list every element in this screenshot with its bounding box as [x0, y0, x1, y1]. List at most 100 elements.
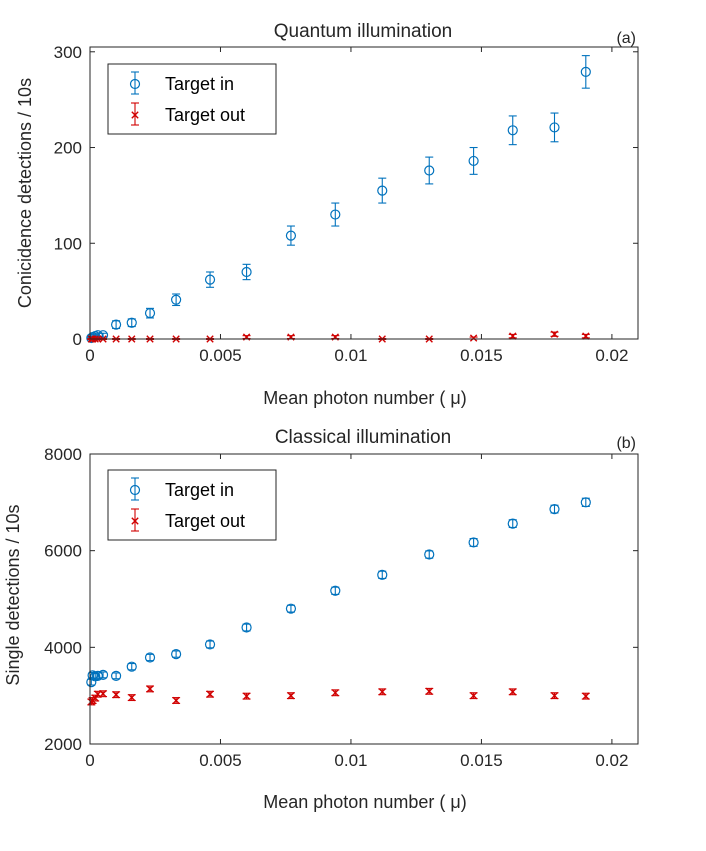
point-target-in-b-10 — [241, 622, 252, 633]
legend-marker-target-out-b — [131, 508, 139, 532]
x-tick-label-b-1: 0.005 — [199, 751, 242, 770]
legend-icon-mark-a-1 — [131, 111, 139, 119]
point-target-in-b-11 — [285, 603, 297, 614]
chart-title-b: Classical illumination — [275, 427, 451, 448]
legend-label-target-out-b: Target out — [165, 511, 245, 531]
point-target-out-b-15 — [469, 691, 478, 700]
point-target-in-b-14 — [424, 549, 435, 560]
y-tick-label-a-3: 300 — [54, 43, 82, 62]
errorbar-target-in-b-6 — [127, 662, 136, 671]
point-target-out-b-8 — [172, 696, 180, 705]
x-tick-label-a-0: 0 — [85, 346, 94, 365]
errorbar-target-in-a-5 — [112, 320, 121, 330]
errorbar-target-in-b-13 — [378, 570, 387, 580]
point-target-in-a-17 — [549, 122, 560, 133]
point-target-out-b-10 — [242, 692, 251, 700]
point-target-in-b-9 — [204, 639, 216, 650]
panel-label-b: (b) — [616, 435, 636, 452]
y-tick-label-b-0: 2000 — [44, 735, 82, 754]
point-target-in-a-6 — [126, 317, 137, 328]
point-target-in-a-9 — [204, 274, 216, 285]
errorbar-target-in-b-14 — [425, 550, 434, 559]
legend-box-a — [107, 63, 277, 135]
errorbar-target-in-b-15 — [469, 538, 478, 547]
point-target-out-b-6 — [128, 693, 136, 702]
point-target-out-b-7 — [146, 685, 154, 693]
errorbar-target-in-a-18 — [581, 55, 590, 89]
point-target-in-b-6 — [126, 661, 137, 672]
legend-icon-mark-a-0 — [129, 78, 141, 90]
y-tick-label-b-3: 8000 — [44, 445, 82, 464]
point-target-in-a-5 — [110, 319, 122, 330]
point-target-in-b-3 — [92, 670, 103, 681]
legend-label-target-in-b: Target in — [165, 480, 234, 500]
point-target-in-a-11 — [285, 230, 297, 241]
x-tick-label-b-0: 0 — [85, 751, 94, 770]
chart-quantum-illumination: Quantum illumination (a) Conicidence det… — [15, 21, 639, 408]
point-target-in-a-18 — [580, 66, 591, 77]
point-target-out-a-15 — [469, 334, 478, 342]
errorbar-target-in-b-9 — [206, 640, 215, 649]
point-target-out-b-13 — [378, 688, 386, 696]
point-target-in-b-17 — [549, 504, 560, 515]
point-target-out-b-17 — [550, 691, 559, 700]
errorbar-target-in-a-13 — [378, 177, 387, 204]
errorbar-target-in-b-16 — [508, 519, 517, 529]
legend-icon-mark-b-0 — [129, 484, 141, 496]
point-target-in-a-12 — [330, 209, 341, 220]
point-target-out-b-11 — [287, 691, 295, 700]
y-tick-label-a-1: 100 — [54, 234, 82, 253]
x-axis-label-b: Mean photon number ( μ) — [263, 792, 466, 812]
legend-label-target-out-a: Target out — [165, 105, 245, 125]
point-target-in-b-13 — [377, 569, 388, 580]
point-target-out-a-17 — [550, 330, 559, 338]
errorbar-target-in-b-11 — [286, 604, 295, 613]
x-tick-label-a-3: 0.015 — [460, 346, 503, 365]
errorbar-target-in-b-10 — [242, 623, 251, 632]
errorbar-target-in-a-8 — [172, 293, 181, 307]
point-target-in-b-7 — [144, 652, 156, 663]
point-target-out-b-9 — [206, 690, 214, 698]
point-target-out-b-5 — [112, 691, 120, 699]
errorbar-target-in-b-5 — [112, 672, 121, 680]
chart-title-a: Quantum illumination — [274, 21, 452, 42]
y-tick-label-b-2: 6000 — [44, 542, 82, 561]
errorbar-target-in-a-12 — [331, 202, 340, 227]
point-target-in-a-8 — [171, 294, 182, 305]
legend-label-target-in-a: Target in — [165, 74, 234, 94]
legend-marker-target-in-a — [129, 71, 141, 95]
point-target-in-a-7 — [144, 308, 156, 319]
point-target-in-a-16 — [507, 125, 518, 136]
point-target-out-b-12 — [331, 689, 339, 697]
x-tick-label-b-4: 0.02 — [595, 751, 628, 770]
point-target-in-b-5 — [110, 670, 122, 681]
y-tick-label-a-2: 200 — [54, 139, 82, 158]
errorbar-target-in-a-6 — [127, 318, 136, 328]
point-target-out-b-14 — [425, 687, 433, 696]
point-target-out-a-16 — [509, 332, 517, 340]
legend-box-b — [107, 469, 277, 541]
x-tick-label-a-2: 0.01 — [334, 346, 367, 365]
x-tick-label-a-1: 0.005 — [199, 346, 242, 365]
errorbar-target-in-a-16 — [508, 115, 517, 146]
plot-frame-a — [89, 46, 639, 340]
errorbar-target-in-a-17 — [550, 112, 559, 143]
point-target-in-a-10 — [241, 266, 252, 278]
errorbar-target-in-b-17 — [550, 504, 559, 514]
legend-marker-target-out-a — [131, 102, 139, 126]
ticks-a: 0 0.005 0.01 0.015 0.02 0 100 200 300 — [54, 43, 638, 365]
y-axis-label-a: Conicidence detections / 10s — [15, 78, 35, 308]
errorbar-target-in-b-12 — [331, 586, 340, 595]
chart-classical-illumination: Classical illumination (b) Single detect… — [3, 427, 639, 812]
point-target-in-b-16 — [507, 518, 518, 529]
ticks-b: 0 0.005 0.01 0.015 0.02 2000 4000 6000 8000 — [44, 445, 638, 770]
errorbar-target-in-a-14 — [425, 156, 434, 185]
point-target-in-b-18 — [580, 497, 591, 508]
point-target-in-a-13 — [377, 185, 388, 196]
point-target-in-a-14 — [424, 165, 435, 176]
errorbar-target-in-a-11 — [286, 225, 295, 246]
legend-a: Target in Target out — [107, 63, 277, 135]
point-target-in-b-4 — [97, 669, 109, 680]
errorbar-target-in-b-7 — [146, 653, 155, 662]
